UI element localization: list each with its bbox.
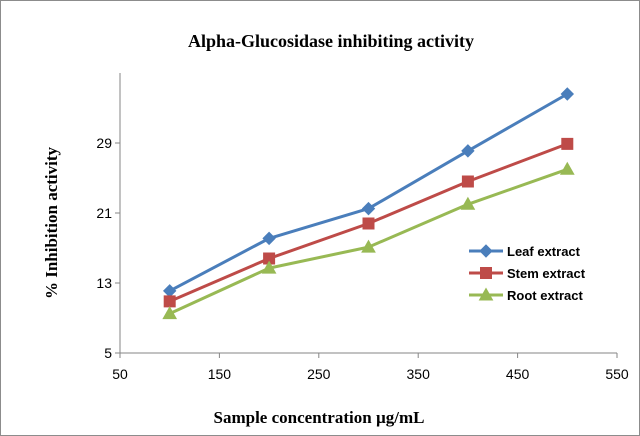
legend-marker <box>478 287 494 301</box>
x-tick-label: 350 <box>407 366 431 382</box>
data-point <box>162 306 178 320</box>
data-point <box>560 87 575 101</box>
legend-marker <box>479 244 493 258</box>
y-tick-label: 21 <box>96 205 112 221</box>
legend: Leaf extract Stem extract Root extract <box>469 244 586 303</box>
legend-label: Stem extract <box>507 266 586 281</box>
data-point <box>362 217 375 230</box>
data-point <box>461 175 474 188</box>
data-point <box>561 137 574 150</box>
legend-label: Root extract <box>507 288 584 303</box>
legend-label: Leaf extract <box>507 244 581 259</box>
data-point <box>361 239 376 253</box>
series-root-extract <box>162 161 575 320</box>
data-point <box>361 201 376 216</box>
data-point <box>261 260 277 274</box>
data-point <box>162 284 177 298</box>
x-axis-title: Sample concentration µg/mL <box>214 408 425 427</box>
series-leaf-extract <box>162 87 575 298</box>
data-point <box>461 144 475 158</box>
y-tick-label: 29 <box>96 135 112 151</box>
x-tick-label: 550 <box>605 366 629 382</box>
y-tick-label: 5 <box>104 345 112 361</box>
data-point <box>262 231 276 246</box>
legend-item: Leaf extract <box>469 244 581 259</box>
series-line <box>168 92 569 293</box>
y-axis-title: % Inhibition activity <box>42 146 61 299</box>
legend-marker <box>480 267 492 279</box>
legend-item: Root extract <box>469 287 584 303</box>
x-tick-label: 150 <box>208 366 232 382</box>
y-tick-label: 13 <box>96 275 112 291</box>
data-point <box>163 295 176 308</box>
x-tick-label: 450 <box>506 366 530 382</box>
x-tick-label: 250 <box>307 366 331 382</box>
x-tick-label: 50 <box>112 366 128 382</box>
chart-title: Alpha-Glucosidase inhibiting activity <box>188 31 474 51</box>
data-point <box>559 161 575 175</box>
plot-area: 5 13 21 29 50 150 250 350 450 550 Leaf extract Stem… <box>96 73 629 382</box>
legend-item: Stem extract <box>469 266 586 281</box>
series-stem-extract <box>163 137 574 308</box>
data-point <box>460 196 476 210</box>
